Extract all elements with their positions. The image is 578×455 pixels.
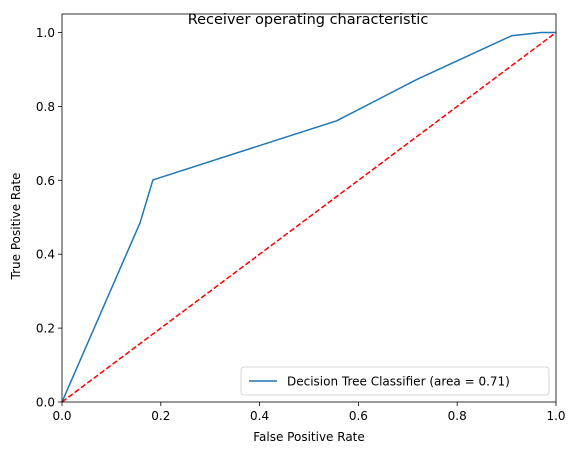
x-tick-label: 0.8 [448, 409, 467, 423]
y-tick-label: 0.8 [36, 100, 55, 114]
x-tick-label: 0.0 [52, 409, 71, 423]
y-tick-label: 0.2 [36, 322, 55, 336]
y-axis: 0.0 0.2 0.4 0.6 0.8 1.0 [36, 26, 62, 410]
roc-curve-line [61, 31, 556, 403]
legend-box [240, 366, 550, 396]
x-tick-label: 0.4 [250, 409, 269, 423]
x-axis-label: False Positive Rate [253, 430, 365, 444]
y-tick-label: 0.4 [36, 248, 55, 262]
y-tick-label: 0.0 [36, 396, 55, 410]
y-axis-label: True Positive Rate [9, 173, 23, 281]
plot-frame [61, 13, 557, 403]
x-axis: 0.0 0.2 0.4 0.6 0.8 1.0 [52, 402, 566, 423]
y-tick-label: 1.0 [36, 26, 55, 40]
y-tick-label: 0.6 [36, 174, 55, 188]
x-tick-label: 1.0 [546, 409, 565, 423]
legend: Decision Tree Classifier (area = 0.71) [240, 366, 550, 396]
x-tick-label: 0.6 [349, 409, 368, 423]
chart-title: Receiver operating characteristic [188, 12, 429, 28]
chance-diagonal-line [61, 31, 557, 403]
x-tick-label: 0.2 [151, 409, 170, 423]
legend-label: Decision Tree Classifier (area = 0.71) [287, 375, 510, 389]
series-layer [61, 31, 557, 403]
